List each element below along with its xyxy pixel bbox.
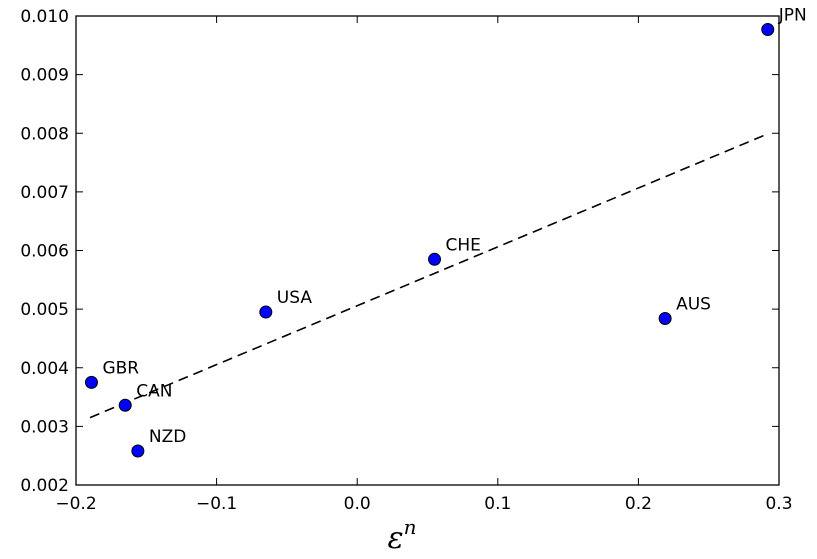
point-usa: [259, 305, 273, 319]
point-label-che: CHE: [446, 235, 481, 255]
point-can: [118, 398, 132, 412]
y-tick-label: 0.007: [20, 183, 69, 203]
point-aus: [658, 312, 672, 326]
point-gbr: [84, 375, 98, 389]
fit-line-layer: [89, 133, 769, 419]
x-tick-label: −0.2: [55, 494, 96, 514]
fit-line: [89, 133, 769, 419]
y-tick-label: 0.006: [20, 242, 69, 262]
x-tick-label: 0.1: [484, 494, 511, 514]
x-tick-label: 0.0: [344, 494, 371, 514]
point-label-gbr: GBR: [102, 358, 139, 378]
y-tick-label: 0.004: [20, 359, 69, 379]
x-tick-label: 0.3: [765, 494, 792, 514]
x-tick-label: −0.1: [196, 494, 237, 514]
point-labels-layer: JPN CHE USA AUS GBR CAN NZD: [102, 5, 806, 447]
y-tick-label: 0.003: [20, 417, 69, 437]
point-label-aus: AUS: [676, 295, 711, 315]
y-tick-label: 0.008: [20, 124, 69, 144]
point-label-usa: USA: [277, 288, 313, 308]
x-axis-label-superscript: n: [404, 515, 417, 539]
axes-layer: −0.2 −0.1 0.0 0.1 0.2 0.3 0.002 0.003 0.004 0.005…: [20, 7, 792, 514]
points-layer: [84, 22, 775, 458]
point-label-can: CAN: [136, 381, 172, 401]
y-tick-label: 0.010: [20, 7, 69, 27]
point-jpn: [761, 22, 775, 36]
point-label-jpn: JPN: [778, 5, 807, 25]
y-tick-label: 0.005: [20, 300, 69, 320]
y-tick-label: 0.009: [20, 66, 69, 86]
point-nzd: [131, 444, 145, 458]
x-axis-label: εn: [388, 515, 417, 556]
x-tick-label: 0.2: [625, 494, 652, 514]
y-tick-label: 0.002: [20, 476, 69, 496]
point-label-nzd: NZD: [149, 427, 186, 447]
point-che: [428, 252, 442, 266]
plot-frame: [75, 15, 780, 486]
x-axis-label-symbol: ε: [388, 521, 404, 556]
